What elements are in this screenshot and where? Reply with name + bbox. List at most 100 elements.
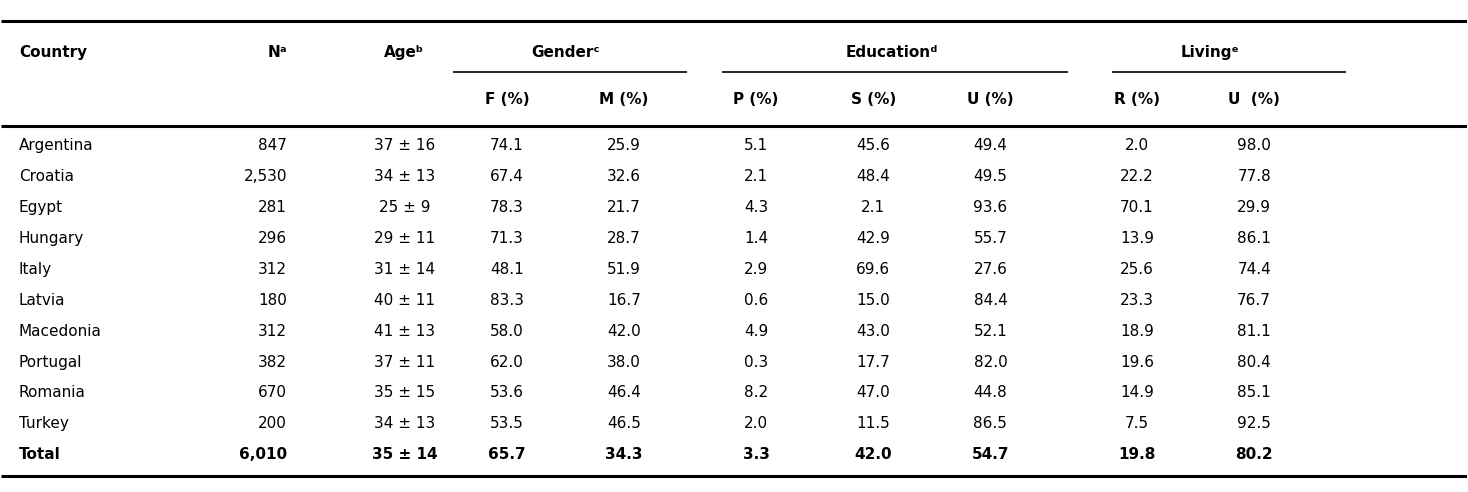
Text: 2.9: 2.9 bbox=[744, 262, 768, 277]
Text: Educationᵈ: Educationᵈ bbox=[846, 45, 938, 60]
Text: 69.6: 69.6 bbox=[856, 262, 890, 277]
Text: 25.9: 25.9 bbox=[608, 138, 642, 153]
Text: Romania: Romania bbox=[19, 385, 85, 400]
Text: 14.9: 14.9 bbox=[1120, 385, 1154, 400]
Text: 80.4: 80.4 bbox=[1238, 355, 1271, 369]
Text: 43.0: 43.0 bbox=[856, 324, 890, 338]
Text: 2,530: 2,530 bbox=[244, 169, 288, 184]
Text: Ageᵇ: Ageᵇ bbox=[385, 45, 424, 60]
Text: 38.0: 38.0 bbox=[608, 355, 642, 369]
Text: 0.3: 0.3 bbox=[744, 355, 768, 369]
Text: Macedonia: Macedonia bbox=[19, 324, 101, 338]
Text: 847: 847 bbox=[258, 138, 288, 153]
Text: U (%): U (%) bbox=[967, 92, 1014, 107]
Text: 22.2: 22.2 bbox=[1120, 169, 1154, 184]
Text: 312: 312 bbox=[258, 324, 288, 338]
Text: 11.5: 11.5 bbox=[856, 416, 890, 431]
Text: 37 ± 16: 37 ± 16 bbox=[374, 138, 435, 153]
Text: 80.2: 80.2 bbox=[1236, 447, 1273, 462]
Text: 19.8: 19.8 bbox=[1119, 447, 1155, 462]
Text: 55.7: 55.7 bbox=[973, 231, 1007, 246]
Text: 84.4: 84.4 bbox=[973, 293, 1007, 308]
Text: Genderᶜ: Genderᶜ bbox=[531, 45, 600, 60]
Text: 67.4: 67.4 bbox=[490, 169, 524, 184]
Text: 86.5: 86.5 bbox=[973, 416, 1007, 431]
Text: 45.6: 45.6 bbox=[856, 138, 890, 153]
Text: 53.5: 53.5 bbox=[490, 416, 524, 431]
Text: 31 ± 14: 31 ± 14 bbox=[374, 262, 435, 277]
Text: 44.8: 44.8 bbox=[973, 385, 1007, 400]
Text: 23.3: 23.3 bbox=[1120, 293, 1154, 308]
Text: 74.1: 74.1 bbox=[490, 138, 524, 153]
Text: 7.5: 7.5 bbox=[1124, 416, 1149, 431]
Text: Turkey: Turkey bbox=[19, 416, 69, 431]
Text: Italy: Italy bbox=[19, 262, 51, 277]
Text: Croatia: Croatia bbox=[19, 169, 73, 184]
Text: 670: 670 bbox=[258, 385, 288, 400]
Text: 46.4: 46.4 bbox=[608, 385, 642, 400]
Text: 2.1: 2.1 bbox=[744, 169, 768, 184]
Text: 65.7: 65.7 bbox=[487, 447, 526, 462]
Text: 21.7: 21.7 bbox=[608, 200, 642, 215]
Text: 48.4: 48.4 bbox=[856, 169, 890, 184]
Text: 41 ± 13: 41 ± 13 bbox=[374, 324, 435, 338]
Text: 42.0: 42.0 bbox=[608, 324, 642, 338]
Text: 42.9: 42.9 bbox=[856, 231, 890, 246]
Text: 16.7: 16.7 bbox=[608, 293, 642, 308]
Text: 18.9: 18.9 bbox=[1120, 324, 1154, 338]
Text: 48.1: 48.1 bbox=[490, 262, 524, 277]
Text: 53.6: 53.6 bbox=[490, 385, 524, 400]
Text: 52.1: 52.1 bbox=[973, 324, 1007, 338]
Text: Hungary: Hungary bbox=[19, 231, 84, 246]
Text: 83.3: 83.3 bbox=[490, 293, 524, 308]
Text: 34.3: 34.3 bbox=[605, 447, 643, 462]
Text: 296: 296 bbox=[258, 231, 288, 246]
Text: 70.1: 70.1 bbox=[1120, 200, 1154, 215]
Text: 6,010: 6,010 bbox=[239, 447, 288, 462]
Text: 17.7: 17.7 bbox=[856, 355, 890, 369]
Text: 25 ± 9: 25 ± 9 bbox=[379, 200, 430, 215]
Text: 2.0: 2.0 bbox=[1124, 138, 1149, 153]
Text: 200: 200 bbox=[258, 416, 288, 431]
Text: 74.4: 74.4 bbox=[1238, 262, 1271, 277]
Text: 8.2: 8.2 bbox=[744, 385, 768, 400]
Text: 281: 281 bbox=[258, 200, 288, 215]
Text: R (%): R (%) bbox=[1114, 92, 1160, 107]
Text: 13.9: 13.9 bbox=[1120, 231, 1154, 246]
Text: 5.1: 5.1 bbox=[744, 138, 768, 153]
Text: 4.3: 4.3 bbox=[744, 200, 768, 215]
Text: Livingᵉ: Livingᵉ bbox=[1180, 45, 1239, 60]
Text: 42.0: 42.0 bbox=[854, 447, 893, 462]
Text: 2.0: 2.0 bbox=[744, 416, 768, 431]
Text: 0.6: 0.6 bbox=[744, 293, 768, 308]
Text: S (%): S (%) bbox=[850, 92, 895, 107]
Text: 35 ± 15: 35 ± 15 bbox=[374, 385, 435, 400]
Text: 15.0: 15.0 bbox=[856, 293, 890, 308]
Text: 4.9: 4.9 bbox=[744, 324, 768, 338]
Text: Nᵃ: Nᵃ bbox=[267, 45, 288, 60]
Text: Argentina: Argentina bbox=[19, 138, 94, 153]
Text: 3.3: 3.3 bbox=[743, 447, 769, 462]
Text: 49.4: 49.4 bbox=[973, 138, 1007, 153]
Text: 40 ± 11: 40 ± 11 bbox=[374, 293, 435, 308]
Text: Country: Country bbox=[19, 45, 87, 60]
Text: Portugal: Portugal bbox=[19, 355, 82, 369]
Text: 27.6: 27.6 bbox=[973, 262, 1007, 277]
Text: 29.9: 29.9 bbox=[1238, 200, 1271, 215]
Text: 382: 382 bbox=[258, 355, 288, 369]
Text: 47.0: 47.0 bbox=[856, 385, 890, 400]
Text: 54.7: 54.7 bbox=[972, 447, 1009, 462]
Text: 77.8: 77.8 bbox=[1238, 169, 1271, 184]
Text: 32.6: 32.6 bbox=[608, 169, 642, 184]
Text: 76.7: 76.7 bbox=[1238, 293, 1271, 308]
Text: 19.6: 19.6 bbox=[1120, 355, 1154, 369]
Text: 28.7: 28.7 bbox=[608, 231, 642, 246]
Text: F (%): F (%) bbox=[484, 92, 528, 107]
Text: M (%): M (%) bbox=[599, 92, 649, 107]
Text: U  (%): U (%) bbox=[1229, 92, 1280, 107]
Text: 37 ± 11: 37 ± 11 bbox=[374, 355, 435, 369]
Text: Egypt: Egypt bbox=[19, 200, 63, 215]
Text: 93.6: 93.6 bbox=[973, 200, 1007, 215]
Text: 49.5: 49.5 bbox=[973, 169, 1007, 184]
Text: 81.1: 81.1 bbox=[1238, 324, 1271, 338]
